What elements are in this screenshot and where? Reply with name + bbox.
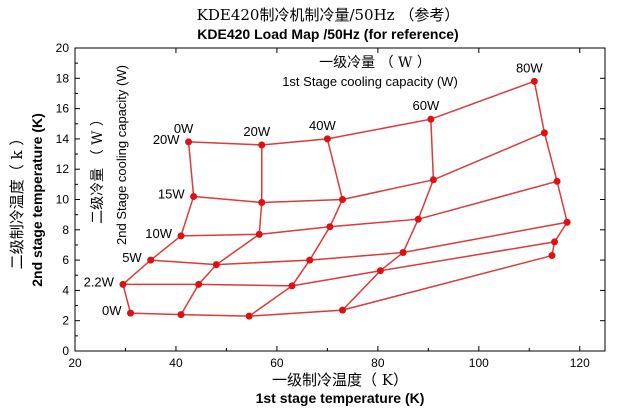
chart-title: KDE420 Load Map /50Hz (for reference) xyxy=(197,26,458,42)
data-point xyxy=(530,77,538,85)
data-point xyxy=(185,138,193,146)
second-stage-load-label: 10W xyxy=(145,226,172,241)
first-stage-capacity-label: 1st Stage cooling capacity (W) xyxy=(282,74,458,89)
second-stage-load-label: 15W xyxy=(158,186,185,201)
data-point xyxy=(195,280,203,288)
first-stage-load-line xyxy=(180,144,263,316)
first-stage-load-line xyxy=(533,81,568,256)
second-stage-load-label: 0W xyxy=(102,303,122,318)
data-point xyxy=(427,115,435,123)
data-point xyxy=(553,177,561,185)
data-point xyxy=(551,238,559,246)
data-point xyxy=(177,311,185,319)
x-tick-label: 80 xyxy=(371,356,385,370)
data-point xyxy=(147,256,155,264)
second-stage-load-line xyxy=(193,132,545,204)
y-tick-label: 2 xyxy=(62,314,69,328)
x-axis-label-cn: 一级制冷温度（ K） xyxy=(272,371,408,389)
first-stage-load-line xyxy=(341,119,435,311)
y-tick-label: 0 xyxy=(62,344,69,358)
data-point xyxy=(245,312,253,320)
first-stage-load-line xyxy=(122,141,195,314)
data-point xyxy=(376,267,384,275)
data-point xyxy=(288,282,296,290)
y-tick-label: 18 xyxy=(56,71,70,85)
x-tick-label: 100 xyxy=(469,356,489,370)
data-point xyxy=(414,215,422,223)
first-stage-capacity-label-cn: 一级冷量 （ W ） xyxy=(319,55,431,71)
data-point xyxy=(339,306,347,314)
data-point xyxy=(190,192,198,200)
y-tick-label: 6 xyxy=(62,253,69,267)
data-point xyxy=(255,230,263,238)
data-point xyxy=(326,223,334,231)
load-map-points xyxy=(119,77,571,320)
first-stage-load-label: 40W xyxy=(309,118,336,133)
data-point xyxy=(563,218,571,226)
data-point xyxy=(306,256,314,264)
second-stage-capacity-label-cn: 二级冷量 （ W ） xyxy=(90,112,106,224)
y-tick-label: 16 xyxy=(56,102,70,116)
x-axis-ticks: 20 40 60 80 100 120 xyxy=(68,48,590,370)
y-axis-label-cn: 二级制冷温度（ k ） xyxy=(8,131,26,270)
data-point xyxy=(119,280,127,288)
data-point xyxy=(177,232,185,240)
data-point xyxy=(548,252,556,260)
second-stage-load-label: 5W xyxy=(122,250,142,265)
data-point xyxy=(339,196,347,203)
y-axis-ticks: 0 2 4 6 8 10 12 14 16 18 20 xyxy=(56,41,605,358)
second-stage-load-line xyxy=(188,80,535,146)
data-point xyxy=(212,261,220,269)
data-point xyxy=(258,141,266,149)
data-point xyxy=(127,309,135,317)
data-point xyxy=(399,249,407,257)
first-stage-load-label: 20W xyxy=(243,124,270,139)
x-tick-label: 120 xyxy=(570,356,590,370)
second-stage-load-line xyxy=(122,241,555,287)
x-tick-label: 20 xyxy=(68,356,82,370)
data-point xyxy=(323,135,331,143)
y-tick-label: 8 xyxy=(62,223,69,237)
x-axis-label: 1st stage temperature (K) xyxy=(256,390,425,406)
data-point xyxy=(429,176,437,184)
second-stage-load-line xyxy=(150,221,568,266)
first-stage-load-line xyxy=(248,138,344,317)
data-point xyxy=(258,199,266,207)
second-stage-capacity-label: 2nd Stage cooling capacity (W) xyxy=(114,65,129,245)
first-stage-load-label: 60W xyxy=(412,98,439,113)
y-tick-label: 12 xyxy=(56,162,70,176)
chart-title-cn: KDE420制冷机制冷量/50Hz （参考） xyxy=(197,6,460,24)
second-stage-load-label: 20W xyxy=(153,132,180,147)
data-point xyxy=(540,129,548,137)
x-tick-label: 40 xyxy=(169,356,183,370)
y-axis-label: 2nd stage temperature (K) xyxy=(29,113,45,286)
y-tick-label: 14 xyxy=(56,132,70,146)
y-tick-label: 20 xyxy=(56,41,70,55)
first-stage-load-label: 80W xyxy=(516,60,543,75)
first-stage-load-label: 0W xyxy=(174,121,194,136)
y-tick-label: 4 xyxy=(62,283,69,297)
second-stage-load-label: 2.2W xyxy=(84,274,115,289)
y-tick-label: 10 xyxy=(56,193,70,207)
x-tick-label: 60 xyxy=(270,356,284,370)
second-stage-load-line xyxy=(180,180,558,237)
